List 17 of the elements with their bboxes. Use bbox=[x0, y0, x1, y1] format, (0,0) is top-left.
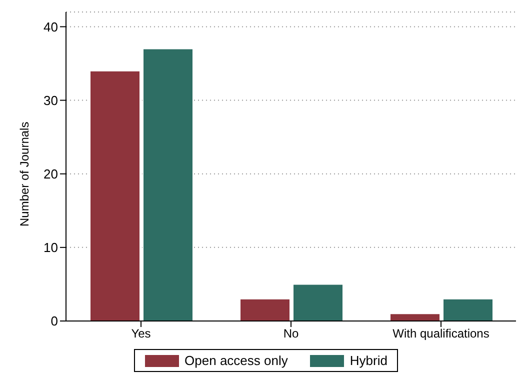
legend-label: Hybrid bbox=[350, 353, 388, 368]
y-tick-label: 10 bbox=[44, 240, 58, 256]
x-tick-label: With qualifications bbox=[392, 326, 490, 341]
x-tick-label: Yes bbox=[131, 326, 151, 341]
bar bbox=[142, 48, 194, 321]
y-axis-title: Number of Journals bbox=[17, 122, 32, 226]
bar bbox=[390, 313, 440, 321]
y-tick-label: 20 bbox=[44, 166, 58, 182]
bar bbox=[292, 284, 344, 321]
bar bbox=[240, 298, 290, 321]
x-tick-label: No bbox=[283, 326, 299, 341]
bar bbox=[90, 70, 140, 321]
legend-label: Open access only bbox=[184, 353, 288, 368]
y-tick-label: 40 bbox=[44, 19, 58, 34]
bar bbox=[442, 298, 494, 321]
y-tick-label: 0 bbox=[50, 314, 58, 329]
y-tick-label: 30 bbox=[44, 92, 58, 108]
